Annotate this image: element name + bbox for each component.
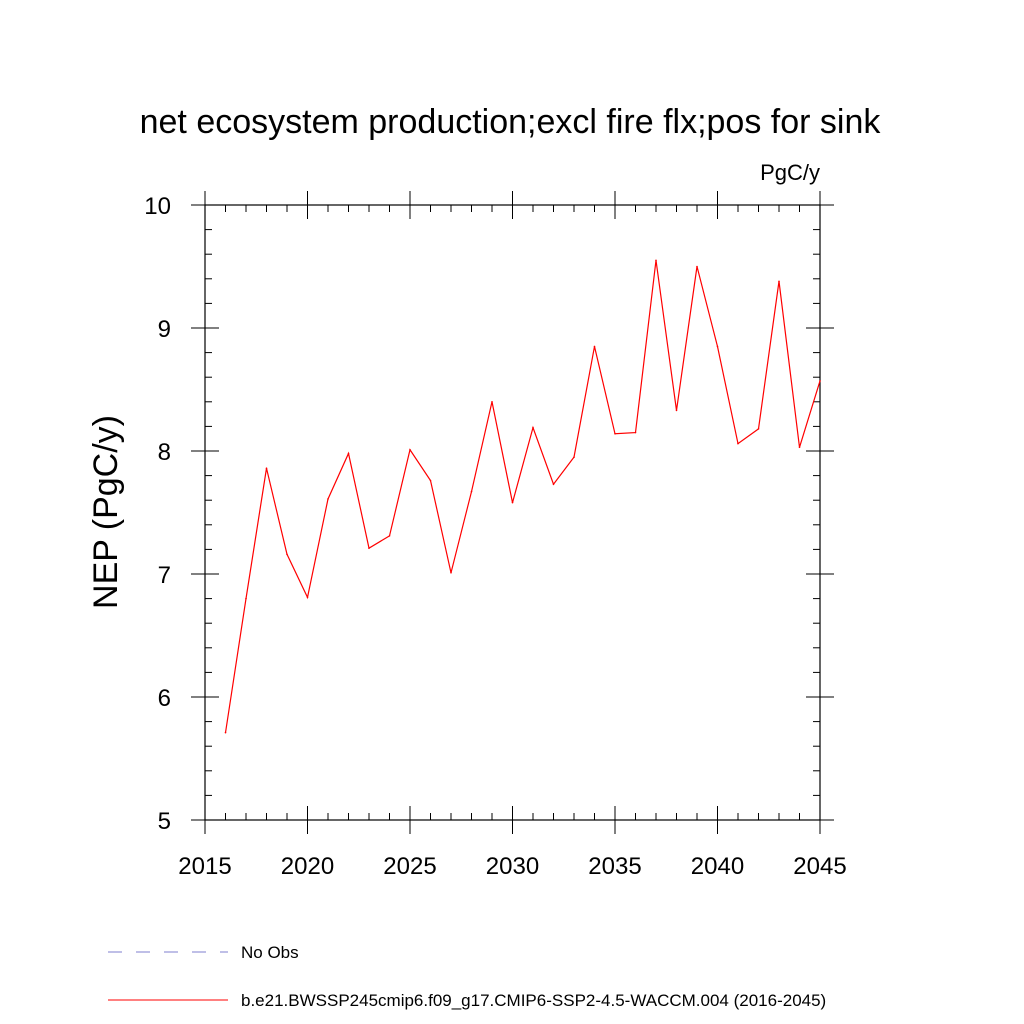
- series-point: [511, 501, 514, 504]
- series-point: [388, 535, 391, 537]
- series-point: [757, 428, 760, 430]
- legend: No Obs b.e21.BWSSP245cmip6.f09_g17.CMIP6-…: [108, 943, 826, 1010]
- series-point: [778, 280, 780, 283]
- series-point: [614, 432, 616, 435]
- y-tick-label: 9: [158, 316, 171, 343]
- series-point: [450, 571, 452, 574]
- legend-label-1: b.e21.BWSSP245cmip6.f09_g17.CMIP6-SSP2-4…: [241, 991, 826, 1010]
- series-point: [429, 479, 432, 482]
- series-point: [634, 431, 637, 434]
- series-point: [409, 448, 411, 451]
- axis-ticks: 2015 2020 2025 2030 2035 2040 2045 5 6 7 8 9 10: [144, 191, 847, 880]
- series-point: [675, 409, 678, 412]
- x-tick-label: 2015: [178, 853, 231, 880]
- series-point: [224, 731, 227, 734]
- series-point: [265, 467, 268, 470]
- x-tick-label: 2030: [486, 853, 539, 880]
- x-tick-label: 2040: [691, 853, 744, 880]
- x-tick-label: 2020: [281, 853, 334, 880]
- series-point: [737, 442, 739, 445]
- series-point: [470, 490, 473, 493]
- series-point: [532, 426, 534, 429]
- series-point: [327, 498, 329, 500]
- series-point: [716, 345, 719, 348]
- series-point: [286, 553, 288, 556]
- series-point: [573, 456, 575, 458]
- y-axis-label: NEP (PgC/y): [87, 415, 125, 609]
- series-layer: [224, 259, 821, 734]
- y-tick-label: 5: [158, 808, 171, 835]
- series-line-0: [224, 260, 821, 733]
- series-point: [347, 452, 350, 455]
- chart-title: net ecosystem production;excl fire flx;p…: [140, 103, 882, 141]
- units-label: PgC/y: [760, 160, 820, 185]
- series-point: [368, 547, 370, 549]
- series-point: [552, 483, 555, 486]
- x-tick-label: 2035: [588, 853, 641, 880]
- series-point: [306, 596, 309, 599]
- series-point: [593, 345, 596, 348]
- series-point: [245, 597, 247, 600]
- series-point: [655, 259, 657, 262]
- series-point: [491, 401, 493, 403]
- series-point: [798, 446, 801, 449]
- y-tick-label: 10: [144, 193, 171, 220]
- x-tick-label: 2045: [793, 853, 846, 880]
- plot-frame: [204, 204, 821, 821]
- y-tick-label: 7: [158, 562, 171, 589]
- series-point: [696, 265, 698, 268]
- series-point: [819, 380, 821, 382]
- legend-label-0: No Obs: [241, 943, 299, 962]
- x-tick-label: 2025: [383, 853, 436, 880]
- y-tick-label: 6: [158, 685, 171, 712]
- y-tick-label: 8: [158, 439, 171, 466]
